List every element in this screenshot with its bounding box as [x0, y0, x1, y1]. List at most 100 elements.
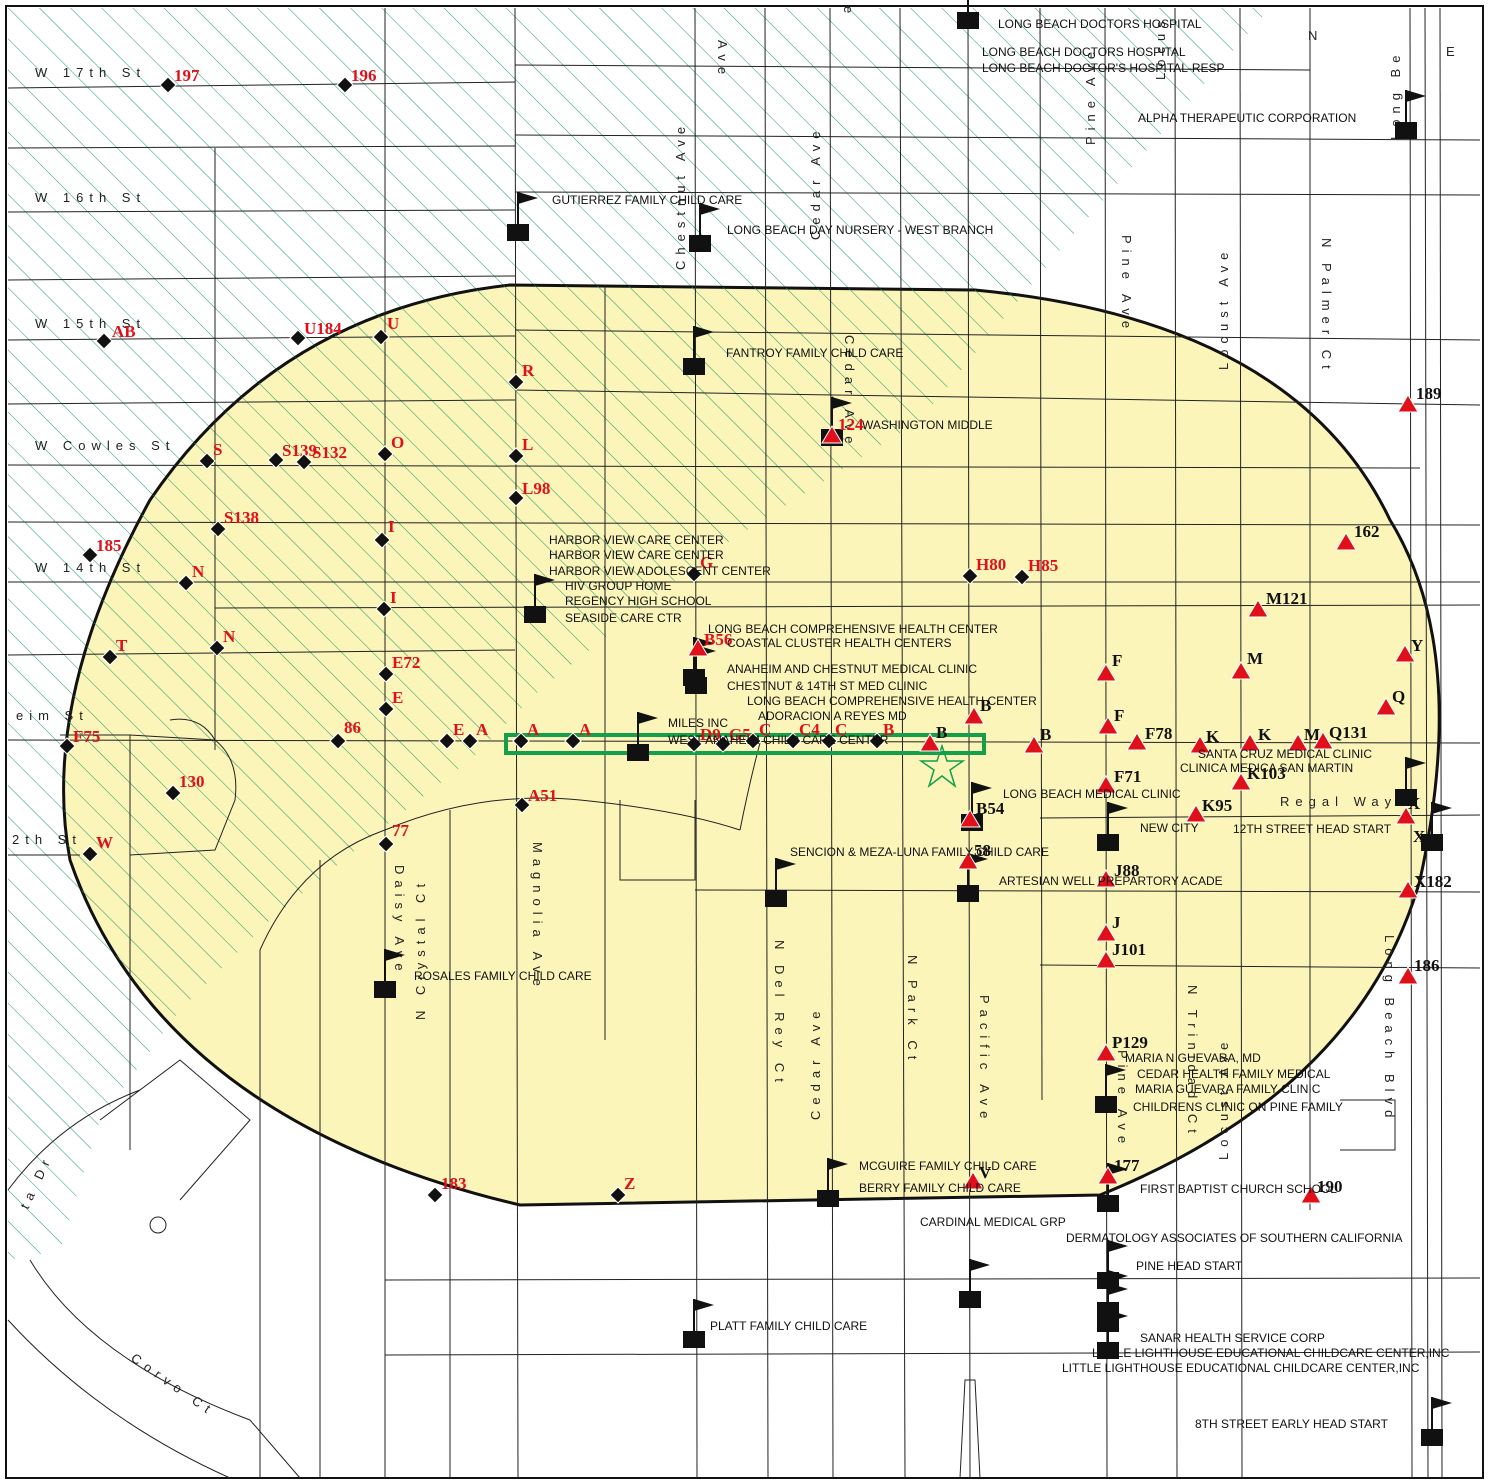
diamond-label: N [223, 627, 236, 646]
diamond-label: T [116, 636, 128, 655]
street-label: Long Be [1388, 50, 1403, 140]
diamond-marker: E [377, 688, 403, 718]
facility-flag [765, 858, 796, 907]
triangle-label: 58 [974, 841, 991, 860]
facility-flag [524, 574, 555, 623]
diamond-marker: E72 [377, 653, 420, 683]
diamond-label: 183 [441, 1174, 467, 1193]
facility-label: ANAHEIM AND CHESTNUT MEDICAL CLINIC [727, 662, 977, 676]
facility-label: ALPHA THERAPEUTIC CORPORATION [1138, 111, 1356, 125]
diamond-marker: A [564, 720, 592, 750]
diamond-label: N [192, 562, 205, 581]
triangle-label: B [1040, 725, 1051, 744]
diamond-marker: N [177, 562, 205, 592]
diamond-marker: L98 [507, 479, 550, 507]
facility-label: SEASIDE CARE CTR [565, 611, 682, 625]
street-label: Long Beach Blvd [1382, 935, 1397, 1123]
triangle-label: Y [1411, 636, 1423, 655]
facility-label: SANTA CRUZ MEDICAL CLINIC [1198, 747, 1372, 761]
triangle-marker: K103 [1230, 764, 1286, 791]
triangle-label: X [1408, 794, 1421, 813]
triangle-marker: F [1097, 706, 1124, 735]
facility-flag [689, 203, 720, 252]
street-label: Cedar Ave [842, 335, 857, 449]
facility-label: COASTAL CLUSTER HEALTH CENTERS [727, 636, 951, 650]
triangle-label: B56 [704, 630, 732, 649]
triangle-markers: 189 162 M121 F M Y Q B B F F78 K K M Q131 K103 F71 K95 X J8… [687, 384, 1452, 1204]
diamond-label: L [522, 435, 533, 454]
street-label: Locust Ave [1216, 1037, 1231, 1160]
diamond-label: 86 [344, 718, 361, 737]
facility-label: LONG BEACH DOCTOR'S HOSPITAL-RESP [982, 61, 1225, 75]
triangle-label: F [1112, 651, 1122, 670]
facility-flag [1421, 1397, 1452, 1446]
triangle-marker: Q [1375, 687, 1405, 716]
street-label: eim St [16, 708, 89, 723]
diamond-marker: S139 [267, 441, 317, 469]
diamond-marker: T [101, 636, 128, 666]
diamond-marker: Z [609, 1174, 635, 1204]
triangle-marker: 190 [1300, 1177, 1343, 1204]
facility-label: ROSALES FAMILY CHILD CARE [414, 969, 592, 983]
street-label: Chestnut Ave [673, 121, 688, 270]
diamond-label: A [476, 720, 489, 739]
street-label: N Del Rey Ct [772, 940, 787, 1088]
diamond-marker: 196 [336, 66, 377, 94]
diamond-label: A [527, 720, 540, 739]
triangle-label: 124 [838, 415, 864, 434]
diamond-marker: 197 [159, 66, 200, 94]
facility-label: HIV GROUP HOME [565, 579, 671, 593]
diamond-marker: D9 [685, 725, 721, 753]
diamond-label: 185 [96, 536, 122, 555]
street-label: Locust Ave [1216, 247, 1231, 370]
facility-label: LONG BEACH COMPREHENSIVE HEALTH CENTER [747, 694, 1037, 708]
diamond-label: B [883, 720, 894, 739]
triangle-marker: Q131 [1312, 723, 1368, 750]
triangle-marker: V [962, 1163, 992, 1190]
facility-flag [1421, 802, 1452, 851]
triangle-marker: F71 [1095, 767, 1141, 794]
diamond-marker: U184 [289, 319, 342, 347]
triangle-marker: 124 [821, 415, 864, 444]
diamond-marker: L [507, 435, 533, 465]
diamond-label: S [213, 440, 222, 459]
diamond-marker: A [512, 720, 540, 750]
facility-flag [1097, 1310, 1128, 1359]
diamond-label: O [391, 433, 404, 452]
diamond-label: C [835, 720, 847, 739]
street-label: N Palmer Ct [1319, 238, 1334, 375]
diamond-label: I [390, 588, 397, 607]
street-grid [7, 7, 1481, 1479]
diamond-label: R [522, 361, 535, 380]
triangle-label: M121 [1266, 589, 1308, 608]
triangle-marker: 177 [1097, 1156, 1140, 1185]
flag-label: X [1413, 827, 1426, 846]
street-label: W Cowles St [35, 438, 175, 453]
triangle-label: J88 [1114, 861, 1140, 880]
diamond-marker: W [81, 833, 113, 863]
street-label: W 16th St [35, 190, 146, 205]
facility-label: LONG BEACH COMPREHENSIVE HEALTH CENTER [708, 622, 998, 636]
triangle-label: M [1247, 649, 1263, 668]
facility-flag [627, 712, 658, 761]
triangle-label: J101 [1112, 940, 1146, 959]
diamond-marker: I [373, 517, 395, 549]
triangle-marker: 189 [1397, 384, 1442, 413]
triangle-marker: B56 [687, 630, 732, 657]
diamond-marker: H80 [961, 555, 1006, 585]
diamond-label: E72 [392, 653, 420, 672]
facility-label: MARIA GUEVARA FAMILY CLINIC [1135, 1082, 1321, 1096]
street-label: Cedar Ave [808, 126, 823, 240]
diamond-label: 77 [392, 821, 410, 840]
triangle-label: B [980, 696, 991, 715]
triangle-marker: K [1239, 725, 1272, 752]
facility-flag [507, 192, 538, 241]
triangle-label: F [1114, 706, 1124, 725]
facility-label: REGENCY HIGH SCHOOL [565, 594, 712, 608]
facility-label: BERRY FAMILY CHILD CARE [859, 1181, 1021, 1195]
diamond-marker: A [461, 720, 489, 750]
street-label: Pine Ave [1115, 1050, 1130, 1149]
diamond-label: G5 [729, 725, 751, 744]
triangle-label: 190 [1317, 1177, 1343, 1196]
